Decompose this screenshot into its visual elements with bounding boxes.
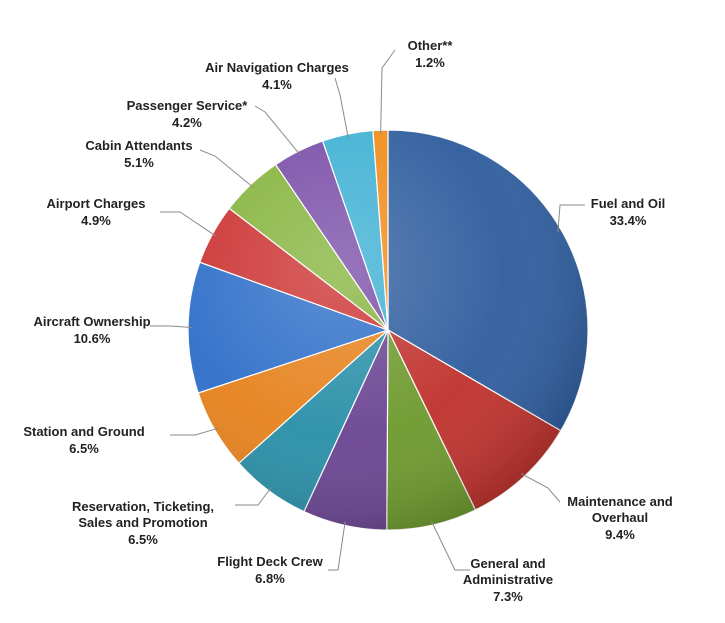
label-name-fuel-and-oil: Fuel and Oil [591,196,665,211]
label-value-passenger-service: 4.2% [172,115,202,130]
leader-line-station-and-ground [170,427,219,436]
label-value-airport-charges: 4.9% [81,213,111,228]
label-value-air-navigation-charges: 4.1% [262,77,292,92]
pie-slices [187,129,589,531]
leader-line-reservation-ticketing-sales-and-promotion [235,487,272,506]
label-name-aircraft-ownership: Aircraft Ownership [33,314,150,329]
label-name-maintenance-and-overhaul: Overhaul [592,510,648,525]
leader-line-aircraft-ownership [150,325,193,328]
label-name-airport-charges: Airport Charges [47,196,146,211]
label-value-flight-deck-crew: 6.8% [255,571,285,586]
label-name-air-navigation-charges: Air Navigation Charges [205,60,349,75]
label-name-cabin-attendants: Cabin Attendants [85,138,192,153]
leader-line-other [380,49,396,135]
leader-line-cabin-attendants [199,149,254,188]
label-name-maintenance-and-overhaul: Maintenance and [567,494,673,509]
label-name-station-and-ground: Station and Ground [23,424,144,439]
label-name-general-and-administrative: General and [470,556,545,571]
label-value-cabin-attendants: 5.1% [124,155,154,170]
label-name-flight-deck-crew: Flight Deck Crew [217,554,323,569]
label-name-other: Other** [408,38,454,53]
label-value-reservation-ticketing-sales-and-promotion: 6.5% [128,532,158,547]
leader-line-passenger-service [254,105,301,156]
label-value-fuel-and-oil: 33.4% [610,213,647,228]
label-name-general-and-administrative: Administrative [463,572,553,587]
leader-line-air-navigation-charges [334,77,349,139]
label-value-other: 1.2% [415,55,445,70]
leader-line-airport-charges [160,211,217,237]
leader-line-fuel-and-oil [557,204,585,233]
slice-labels: Fuel and Oil 33.4% Maintenance andOverhaul… [23,38,672,604]
label-value-aircraft-ownership: 10.6% [74,331,111,346]
label-value-station-and-ground: 6.5% [69,441,99,456]
label-name-reservation-ticketing-sales-and-promotion: Reservation, Ticketing, [72,499,214,514]
label-name-reservation-ticketing-sales-and-promotion: Sales and Promotion [78,515,207,530]
label-name-passenger-service: Passenger Service* [127,98,249,113]
label-value-general-and-administrative: 7.3% [493,589,523,604]
leader-line-flight-deck-crew [328,521,346,571]
leader-lines [150,49,585,571]
leader-line-maintenance-and-overhaul [521,473,561,503]
leader-line-general-and-administrative [430,520,470,571]
label-value-maintenance-and-overhaul: 9.4% [605,527,635,542]
